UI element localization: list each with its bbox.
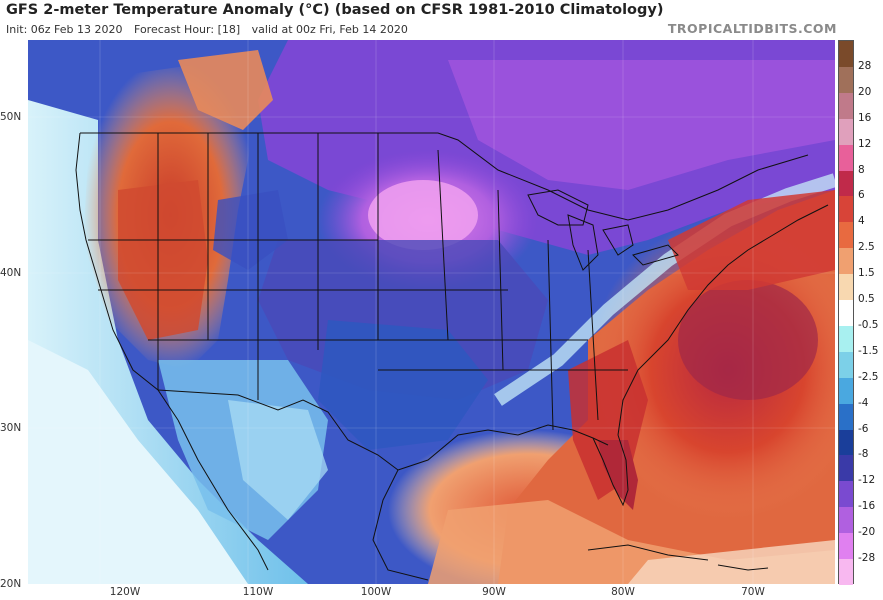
lon-label-80w: 80W (611, 586, 635, 598)
colorbar-cell (839, 274, 853, 301)
colorbar-cell (839, 41, 853, 68)
colorbar-cell (839, 144, 853, 171)
canada-very-cold-region (448, 60, 835, 190)
caribbean-mild-region (628, 540, 835, 584)
rockies-cold-region (213, 190, 288, 270)
borders-coastlines (75, 132, 829, 581)
colorbar-cell (839, 248, 853, 275)
colorbar-tick-label: -4 (858, 396, 869, 409)
colorbar-cell (839, 403, 853, 431)
lat-label-40n: 40N (0, 267, 22, 279)
colorbar-tick-label: -2.5 (858, 370, 879, 383)
colorbar-cell (839, 66, 853, 94)
plains-extreme-cold-center (368, 180, 478, 250)
colorbar-cell (839, 351, 853, 379)
southern-plains-cold-region (318, 320, 488, 450)
colorbar-tick-label: 28 (858, 59, 872, 72)
colorbar-tick-label: -0.5 (858, 318, 879, 331)
colorbar-cell (839, 325, 853, 353)
colorbar-tick-label: -20 (858, 526, 876, 539)
colorbar-tick-label: 4 (858, 215, 865, 228)
colorbar-cell (839, 300, 853, 327)
pacific-near-zero-region (28, 340, 248, 584)
colorbar-tick-label: -6 (858, 422, 869, 435)
colorbar-tick-label: -8 (858, 448, 869, 461)
forecast-hour: Forecast Hour: [18] (134, 23, 241, 36)
frontal-boundary-band (494, 173, 835, 406)
lon-label-100w: 100W (360, 586, 392, 598)
lat-label-30n: 30N (0, 422, 22, 434)
colorbar-tick-label: 0.5 (858, 293, 875, 306)
colorbar-cell (839, 377, 853, 405)
mexico-mild-region (228, 400, 328, 520)
colorbar-cell (839, 92, 853, 120)
lon-label-90w: 90W (482, 586, 506, 598)
caribbean-islands (587, 544, 769, 571)
colorbar-tick-label: 16 (858, 111, 872, 124)
florida-warm-region (598, 440, 638, 510)
brand-watermark: TROPICALTIDBITS.COM (667, 21, 837, 36)
bc-warm-region (178, 50, 273, 130)
great-basin-warm-core (118, 180, 208, 340)
colorbar-cell (839, 455, 853, 482)
map-header: GFS 2-meter Temperature Anomaly (°C) (ba… (0, 0, 883, 40)
colorbar-tick-label: 20 (858, 85, 872, 98)
colorbar-tick-label: 12 (858, 137, 872, 150)
valid-time: valid at 00z Fri, Feb 14 2020 (251, 23, 408, 36)
colorbar-cell (839, 222, 853, 249)
colorbar-cell (839, 170, 853, 197)
lon-label-70w: 70W (741, 586, 765, 598)
lon-label-110w: 110W (242, 586, 274, 598)
colorbar-cell (839, 533, 853, 560)
colorbar-cell (839, 481, 853, 508)
colorbar-cell (839, 118, 853, 146)
temperature-anomaly-map (28, 40, 835, 584)
map-canvas (28, 40, 835, 584)
map-title: GFS 2-meter Temperature Anomaly (°C) (ba… (6, 2, 664, 18)
colorbar-cell (839, 559, 853, 586)
northeast-warm-region (668, 190, 835, 290)
lon-label-120w: 120W (109, 586, 141, 598)
colorbar-tick-label: -16 (858, 500, 876, 513)
colorbar-tick-label: -12 (858, 474, 876, 487)
colorbar-cell (839, 507, 853, 534)
lat-lon-grid (28, 40, 835, 584)
lat-label-20n: 20N (0, 578, 22, 590)
map-subtitle: Init: 06z Feb 13 2020 Forecast Hour: [18… (6, 23, 416, 36)
colorbar-cell (839, 196, 853, 223)
colorbar-tick-label: 1.5 (858, 267, 875, 280)
colorbar-tick-label: 6 (858, 189, 865, 202)
colorbar-cell (839, 429, 853, 456)
atlantic-very-warm-core (678, 280, 818, 400)
colorbar-tick-label: 2.5 (858, 241, 875, 254)
colorbar-tick-label: 8 (858, 163, 865, 176)
colorbar-tick-label: -28 (858, 552, 876, 565)
colorbar-tick-label: -1.5 (858, 344, 879, 357)
lat-label-50n: 50N (0, 111, 22, 123)
init-time: Init: 06z Feb 13 2020 (6, 23, 123, 36)
colorbar-legend (838, 40, 854, 586)
